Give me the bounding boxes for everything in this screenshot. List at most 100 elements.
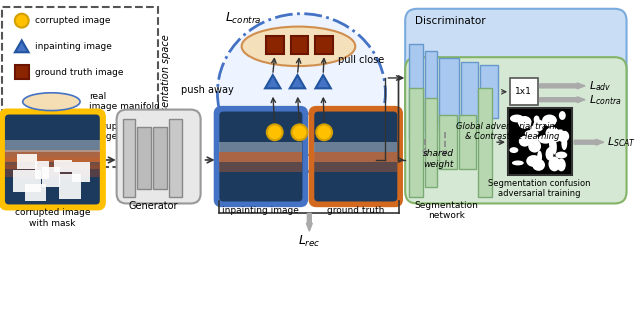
Ellipse shape <box>525 134 539 144</box>
Text: ground truth: ground truth <box>327 206 385 216</box>
FancyBboxPatch shape <box>2 7 158 167</box>
FancyBboxPatch shape <box>266 36 284 54</box>
Bar <box>314 162 397 172</box>
Ellipse shape <box>549 139 556 150</box>
Ellipse shape <box>518 116 532 129</box>
Text: corrupted image
with mask: corrupted image with mask <box>15 208 90 228</box>
Text: push away: push away <box>182 85 234 95</box>
Text: Segmentation confusion
adversarial training: Segmentation confusion adversarial train… <box>488 179 591 198</box>
FancyBboxPatch shape <box>405 57 627 204</box>
Ellipse shape <box>537 151 542 164</box>
FancyBboxPatch shape <box>409 44 423 139</box>
FancyArrow shape <box>574 139 604 145</box>
FancyBboxPatch shape <box>116 110 200 204</box>
FancyBboxPatch shape <box>458 114 476 169</box>
Ellipse shape <box>556 129 564 135</box>
Ellipse shape <box>532 159 545 171</box>
Text: real
image manifold: real image manifold <box>89 92 160 111</box>
Text: ground truth image: ground truth image <box>35 68 123 76</box>
FancyBboxPatch shape <box>291 36 308 54</box>
Ellipse shape <box>545 148 554 160</box>
FancyBboxPatch shape <box>169 120 182 197</box>
Text: Generator: Generator <box>129 200 178 210</box>
FancyArrow shape <box>540 83 585 89</box>
Text: $L_{contra}$: $L_{contra}$ <box>589 93 621 107</box>
Ellipse shape <box>242 27 355 66</box>
Ellipse shape <box>561 136 567 150</box>
Bar <box>60 174 81 198</box>
Ellipse shape <box>510 114 524 122</box>
Ellipse shape <box>548 157 561 171</box>
FancyBboxPatch shape <box>478 88 492 197</box>
FancyBboxPatch shape <box>15 65 29 79</box>
Text: $L_{rec}$: $L_{rec}$ <box>298 234 321 249</box>
FancyBboxPatch shape <box>461 62 478 121</box>
FancyBboxPatch shape <box>1 111 104 208</box>
FancyBboxPatch shape <box>216 107 307 205</box>
Ellipse shape <box>512 160 524 165</box>
Ellipse shape <box>530 126 540 131</box>
Text: corrupted
image manifold: corrupted image manifold <box>89 122 160 141</box>
Circle shape <box>267 124 283 140</box>
Text: $L_{adv}$: $L_{adv}$ <box>589 79 612 93</box>
Circle shape <box>15 14 29 28</box>
Ellipse shape <box>509 147 518 153</box>
Bar <box>5 157 100 169</box>
Ellipse shape <box>547 134 561 142</box>
Text: inpainting image: inpainting image <box>223 206 300 216</box>
Ellipse shape <box>519 136 531 147</box>
Polygon shape <box>316 75 331 88</box>
Ellipse shape <box>23 122 80 140</box>
FancyBboxPatch shape <box>480 65 498 119</box>
Bar <box>220 162 303 172</box>
Ellipse shape <box>23 93 80 111</box>
Text: Segmentation
network: Segmentation network <box>415 200 479 220</box>
Circle shape <box>316 124 332 140</box>
Bar <box>220 142 303 152</box>
Ellipse shape <box>555 133 560 141</box>
Text: shared
weight: shared weight <box>423 149 454 169</box>
Text: Discriminator: Discriminator <box>415 16 486 26</box>
Bar <box>35 161 49 179</box>
FancyBboxPatch shape <box>508 107 572 175</box>
Polygon shape <box>15 40 29 52</box>
Polygon shape <box>290 75 305 88</box>
FancyArrow shape <box>540 97 585 103</box>
Ellipse shape <box>542 114 557 126</box>
FancyBboxPatch shape <box>405 9 627 147</box>
FancyBboxPatch shape <box>510 78 538 105</box>
Bar <box>72 162 90 182</box>
Text: 1x1: 1x1 <box>515 87 532 96</box>
FancyBboxPatch shape <box>425 51 437 132</box>
Text: corrupted image: corrupted image <box>35 16 110 25</box>
Ellipse shape <box>559 111 566 120</box>
Bar <box>5 150 100 162</box>
Text: $L_{contra}$: $L_{contra}$ <box>225 11 262 26</box>
FancyBboxPatch shape <box>138 127 151 189</box>
Bar <box>314 142 397 152</box>
Bar <box>13 170 40 191</box>
FancyBboxPatch shape <box>439 114 456 169</box>
Ellipse shape <box>556 152 567 158</box>
FancyBboxPatch shape <box>153 127 167 189</box>
FancyBboxPatch shape <box>316 36 333 54</box>
FancyArrow shape <box>307 213 312 231</box>
Text: pull close: pull close <box>338 55 384 65</box>
Ellipse shape <box>525 130 539 137</box>
FancyBboxPatch shape <box>439 58 458 126</box>
Text: Global adversarial training
& Contrastive learning: Global adversarial training & Contrastiv… <box>456 122 568 141</box>
Ellipse shape <box>557 130 569 142</box>
FancyBboxPatch shape <box>220 112 303 202</box>
Bar <box>42 167 60 187</box>
Ellipse shape <box>528 140 541 152</box>
FancyBboxPatch shape <box>409 88 423 197</box>
Ellipse shape <box>538 135 553 144</box>
Text: Representation space: Representation space <box>161 35 171 141</box>
Ellipse shape <box>545 127 559 140</box>
Ellipse shape <box>526 155 541 167</box>
Polygon shape <box>265 75 280 88</box>
FancyBboxPatch shape <box>310 107 401 205</box>
Text: $L_{SCAT}$: $L_{SCAT}$ <box>607 135 636 149</box>
Bar <box>25 184 47 202</box>
Bar <box>54 160 72 172</box>
